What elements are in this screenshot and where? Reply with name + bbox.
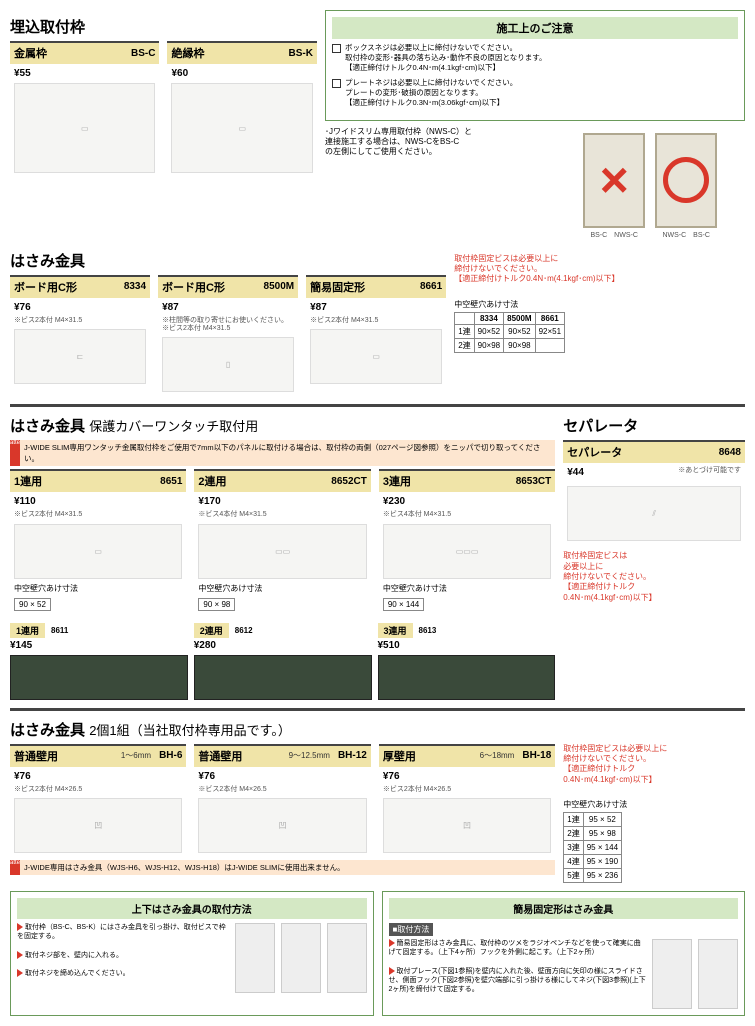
triangle-icon xyxy=(389,939,395,947)
product-image xyxy=(10,655,188,700)
sec2-title: はさみ金具 xyxy=(10,250,446,271)
product-image: ▭ xyxy=(14,83,155,173)
instruction-image xyxy=(652,939,692,1009)
hole-dim-table-2: 1連95 × 52 2連95 × 98 3連95 × 144 4連95 × 19… xyxy=(563,812,622,883)
red-caution: 取付枠固定ビスは必要以上に締付けないでください。【適正締付けトルク0.4N･m(… xyxy=(563,744,745,786)
product-image xyxy=(378,655,556,700)
instruction-image xyxy=(235,923,275,993)
instruction-box-2: 簡易固定形はさみ金具 ■取付方法 簡易固定形はさみ金具に、取付枠のツメをラジオペ… xyxy=(382,891,746,1016)
checkbox-icon xyxy=(332,79,341,88)
checkbox-icon xyxy=(332,44,341,53)
separator-title: セパレータ xyxy=(563,415,745,436)
product-image xyxy=(194,655,372,700)
instruction-box-1: 上下はさみ金具の取付方法 取付枠（BS-C、BS-K）にはさみ金具を引っ掛け、取… xyxy=(10,891,374,1016)
product-image: ▭ xyxy=(171,83,312,173)
attention-bar: J-WIDE専用はさみ金具（WJS-H6、WJS-H12、WJS-H18）はJ-… xyxy=(10,860,555,875)
triangle-icon xyxy=(17,923,23,931)
product-image: ⫽ xyxy=(567,486,741,541)
triangle-icon xyxy=(17,951,23,959)
product-image: 凹 xyxy=(383,798,551,853)
triangle-icon xyxy=(389,967,395,975)
product-image: ▭▭ xyxy=(198,524,366,579)
item-metal-frame: 金属枠BS-C ¥55▭ xyxy=(10,41,159,177)
red-caution: 取付枠固定ビスは必要以上に締付けないでください。【適正締付けトルク0.4N･m(… xyxy=(454,254,745,285)
hole-dim-table-1: 83348500M8661 1連90×5290×5292×51 2連90×989… xyxy=(454,312,565,353)
product-image: ⊏ xyxy=(14,329,146,384)
ng-x-icon: × xyxy=(600,155,629,205)
ok-ng-diagram: ×BS-C NWS-C NWS-C BS-C xyxy=(583,133,717,240)
caution-box: 施工上のご注意 ボックスネジは必要以上に締付けないでください。取付枠の変形･器具… xyxy=(325,10,745,121)
triangle-icon xyxy=(17,969,23,977)
instruction-image xyxy=(327,923,367,993)
product-image: ▭▭▭ xyxy=(383,524,551,579)
sec4-title: はさみ金具 2個1組（当社取付枠専用品です。） xyxy=(10,719,745,740)
ok-circle-icon xyxy=(663,157,709,203)
product-image: ▯ xyxy=(162,337,294,392)
product-image: 凹 xyxy=(198,798,366,853)
side-note: ･Jワイドスリム専用取付枠（NWS-C）と連接施工する場合は、NWS-CをBS-… xyxy=(325,127,575,158)
product-image: ▭ xyxy=(310,329,442,384)
product-image: 凹 xyxy=(14,798,182,853)
item-insulated-frame: 絶縁枠BS-K ¥60▭ xyxy=(167,41,316,177)
attention-bar: J-WIDE SLIM専用ワンタッチ金属取付枠をご使用で7mm以下のパネルに取付… xyxy=(10,440,555,466)
product-image: ▭ xyxy=(14,524,182,579)
red-caution: 取付枠固定ビスは必要以上に締付けないでください。【適正締付けトルク0.4N･m(… xyxy=(563,551,745,603)
sec3-title: はさみ金具 保護カバーワンタッチ取付用 xyxy=(10,415,555,436)
instruction-image xyxy=(698,939,738,1009)
sec1-title: 埋込取付枠 xyxy=(10,16,317,37)
instruction-image xyxy=(281,923,321,993)
